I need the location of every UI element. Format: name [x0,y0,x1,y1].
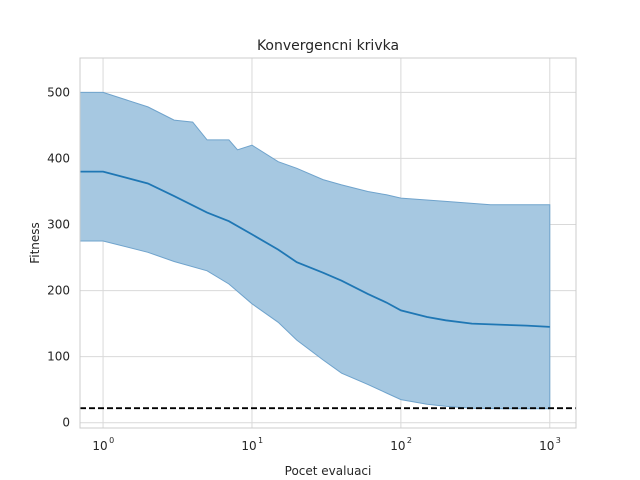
y-tick-label: 0 [62,416,70,430]
chart-title: Konvergencni krivka [257,38,399,54]
x-axis-label: Pocet evaluaci [285,464,372,478]
y-tick-label: 400 [47,151,70,165]
x-tick-label: 10 [241,439,256,453]
y-tick-label: 300 [47,218,70,232]
x-tick-label: 10 [390,439,405,453]
x-ticks: 10 0 10 1 10 2 10 3 [92,436,560,453]
y-tick-label: 200 [47,284,70,298]
x-tick-label: 10 [92,439,107,453]
x-tick-label: 10 [539,439,554,453]
x-tick-exponent: 3 [556,436,561,445]
x-tick-exponent: 1 [258,436,263,445]
y-tick-label: 500 [47,85,70,99]
y-axis-label: Fitness [28,222,42,264]
y-tick-label: 100 [47,350,70,364]
mean-line [80,170,550,328]
x-tick-exponent: 2 [407,436,412,445]
x-tick-exponent: 0 [109,436,114,445]
y-ticks: 0 100 200 300 400 500 [47,85,70,429]
axes-frame [79,57,577,429]
mean-line-group [80,170,550,328]
